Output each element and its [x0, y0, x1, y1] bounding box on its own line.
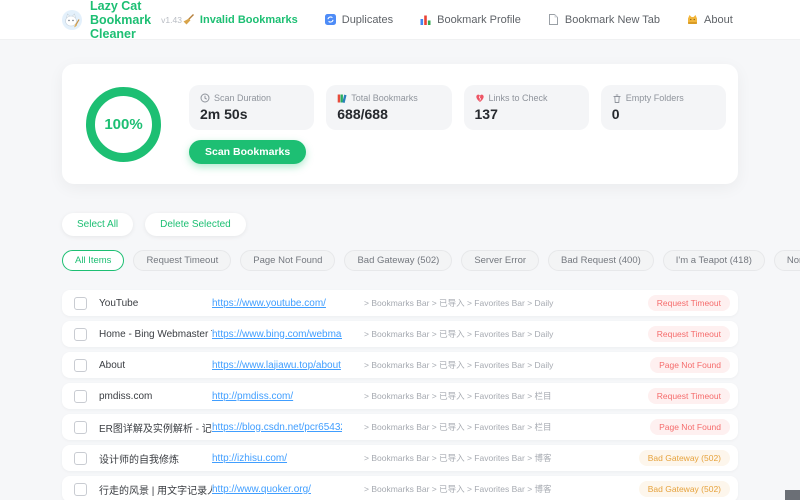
app-header: Lazy Cat Bookmark Cleaner v1.43 Invalid …	[0, 0, 800, 41]
nav-label: Bookmark New Tab	[564, 13, 661, 26]
table-row: ER图详解及实例解析 - 记忆碎片的... https://blog.csdn.…	[62, 414, 738, 440]
cat-icon	[686, 13, 699, 26]
bookmark-title: 设计师的自我修炼	[99, 454, 179, 466]
nav-about[interactable]: About	[686, 13, 733, 26]
bookmark-folder-path: > Bookmarks Bar > 已导入 > Favorites Bar > …	[364, 391, 552, 401]
stats-row: Scan Duration 2m 50s Total Book	[189, 84, 726, 130]
table-row: 设计师的自我修炼 http://izhisu.com/ > Bookmarks …	[62, 445, 738, 471]
filter-tab-all-items[interactable]: All Items	[62, 250, 125, 271]
stat-label: Links to Check	[488, 92, 548, 103]
bookmark-folder-path: > Bookmarks Bar > 已导入 > Favorites Bar > …	[364, 329, 554, 339]
main-content: 100% Scan Duration 2m 50s	[0, 64, 800, 500]
stat-total-bookmarks: Total Bookmarks 688/688	[326, 84, 452, 130]
stat-scan-duration: Scan Duration 2m 50s	[189, 84, 315, 130]
scan-bookmarks-button[interactable]: Scan Bookmarks	[189, 139, 307, 164]
row-checkbox[interactable]	[74, 451, 87, 465]
bookmark-folder-path: > Bookmarks Bar > 已导入 > Favorites Bar > …	[364, 360, 554, 370]
scrollbar-thumb[interactable]	[785, 490, 800, 500]
status-badge: Request Timeout	[647, 388, 730, 404]
nav-invalid-bookmarks[interactable]: Invalid Bookmarks	[182, 13, 298, 26]
clock-icon	[200, 93, 210, 103]
status-badge: Request Timeout	[647, 295, 730, 311]
bookmark-list: YouTube https://www.youtube.com/ > Bookm…	[62, 290, 738, 500]
nav-label: Duplicates	[341, 13, 394, 26]
new-tab-icon	[547, 13, 560, 26]
stat-value: 688/688	[337, 105, 388, 122]
duplicates-icon	[324, 13, 337, 26]
bookmark-url-link[interactable]: https://www.youtube.com/	[212, 297, 326, 309]
filter-tab-teapot[interactable]: I'm a Teapot (418)	[662, 250, 765, 271]
dashboard-card: 100% Scan Duration 2m 50s	[62, 64, 738, 184]
bookmark-folder-path: > Bookmarks Bar > 已导入 > Favorites Bar > …	[364, 298, 554, 308]
bookmark-url-link[interactable]: http://izhisu.com/	[212, 452, 288, 464]
nav-bookmark-profile[interactable]: Bookmark Profile	[419, 13, 521, 26]
broom-icon	[182, 13, 195, 26]
bookmark-title: YouTube	[99, 297, 139, 309]
app-version: v1.43	[161, 14, 182, 25]
bookmark-url-link[interactable]: https://www.lajiawu.top/about	[212, 359, 341, 371]
bookmark-folder-path: > Bookmarks Bar > 已导入 > Favorites Bar > …	[364, 422, 552, 432]
status-badge: Request Timeout	[647, 326, 730, 342]
trash-icon	[612, 93, 622, 103]
bookmark-title: About	[99, 359, 126, 371]
app-title: Lazy Cat Bookmark Cleaner	[90, 0, 152, 41]
select-all-button[interactable]: Select All	[62, 213, 134, 236]
filter-tabs: All Items Request Timeout Page Not Found…	[62, 250, 800, 271]
nav-bookmark-new-tab[interactable]: Bookmark New Tab	[547, 13, 660, 26]
bookmark-url-link[interactable]: http://pmdiss.com/	[212, 390, 294, 402]
stat-label: Scan Duration	[214, 92, 272, 103]
main-nav: Invalid Bookmarks Duplicates Bookmark Pr…	[182, 13, 733, 26]
table-row: pmdiss.com http://pmdiss.com/ > Bookmark…	[62, 383, 738, 409]
stat-empty-folders: Empty Folders 0	[600, 84, 726, 130]
status-badge: Page Not Found	[650, 419, 730, 435]
row-checkbox[interactable]	[74, 358, 87, 372]
nav-label: Bookmark Profile	[437, 13, 521, 26]
bar-chart-icon	[419, 13, 432, 26]
filter-tab-page-not-found[interactable]: Page Not Found	[240, 250, 336, 271]
table-row: About https://www.lajiawu.top/about > Bo…	[62, 352, 738, 378]
delete-selected-button[interactable]: Delete Selected	[145, 213, 246, 236]
books-icon	[337, 93, 347, 103]
brand: Lazy Cat Bookmark Cleaner v1.43	[62, 0, 182, 41]
status-badge: Bad Gateway (502)	[638, 450, 730, 466]
stat-label: Total Bookmarks	[351, 92, 418, 103]
stat-links-to-check: Links to Check 137	[463, 84, 589, 130]
scan-progress-ring: 100%	[86, 86, 161, 162]
row-checkbox[interactable]	[74, 296, 87, 310]
row-checkbox[interactable]	[74, 482, 87, 496]
bookmark-url-link[interactable]: http://www.quoker.org/	[212, 483, 311, 495]
table-row: YouTube https://www.youtube.com/ > Bookm…	[62, 290, 738, 316]
filter-tab-request-timeout[interactable]: Request Timeout	[133, 250, 232, 271]
status-badge: Bad Gateway (502)	[638, 481, 730, 497]
stat-value: 137	[474, 105, 498, 122]
row-checkbox[interactable]	[74, 389, 87, 403]
filter-tab-non-standard-error[interactable]: Non-standard Error (468)	[773, 250, 800, 271]
table-row: Home - Bing Webmaster Tools https://www.…	[62, 321, 738, 347]
bookmark-title: 行走的风景 | 用文字记录人生的风景	[99, 485, 212, 497]
bookmark-url-link[interactable]: https://blog.csdn.net/pcr654321...	[212, 421, 342, 433]
bookmark-title: pmdiss.com	[99, 390, 153, 402]
status-badge: Page Not Found	[650, 357, 730, 373]
row-checkbox[interactable]	[74, 327, 87, 341]
row-checkbox[interactable]	[74, 420, 87, 434]
filter-tab-bad-request[interactable]: Bad Request (400)	[548, 250, 654, 271]
bookmark-title: Home - Bing Webmaster Tools	[99, 328, 212, 340]
actions-row: Select All Delete Selected	[62, 213, 738, 236]
nav-label: Invalid Bookmarks	[199, 13, 298, 26]
scan-progress-value: 100%	[104, 115, 143, 133]
nav-label: About	[704, 13, 733, 26]
nav-duplicates[interactable]: Duplicates	[324, 13, 393, 26]
app-logo-cat-icon	[62, 9, 82, 30]
bookmark-title: ER图详解及实例解析 - 记忆碎片的...	[99, 423, 212, 435]
table-row: 行走的风景 | 用文字记录人生的风景 http://www.quoker.org…	[62, 476, 738, 500]
filter-tab-server-error[interactable]: Server Error	[461, 250, 540, 271]
bookmark-folder-path: > Bookmarks Bar > 已导入 > Favorites Bar > …	[364, 484, 552, 494]
stat-label: Empty Folders	[625, 92, 684, 103]
filter-tab-bad-gateway[interactable]: Bad Gateway (502)	[344, 250, 453, 271]
broken-heart-icon	[475, 93, 485, 103]
bookmark-url-link[interactable]: https://www.bing.com/webmaster...	[212, 328, 342, 340]
stat-value: 2m 50s	[200, 105, 248, 122]
stat-value: 0	[611, 105, 620, 122]
bookmark-folder-path: > Bookmarks Bar > 已导入 > Favorites Bar > …	[364, 453, 552, 463]
